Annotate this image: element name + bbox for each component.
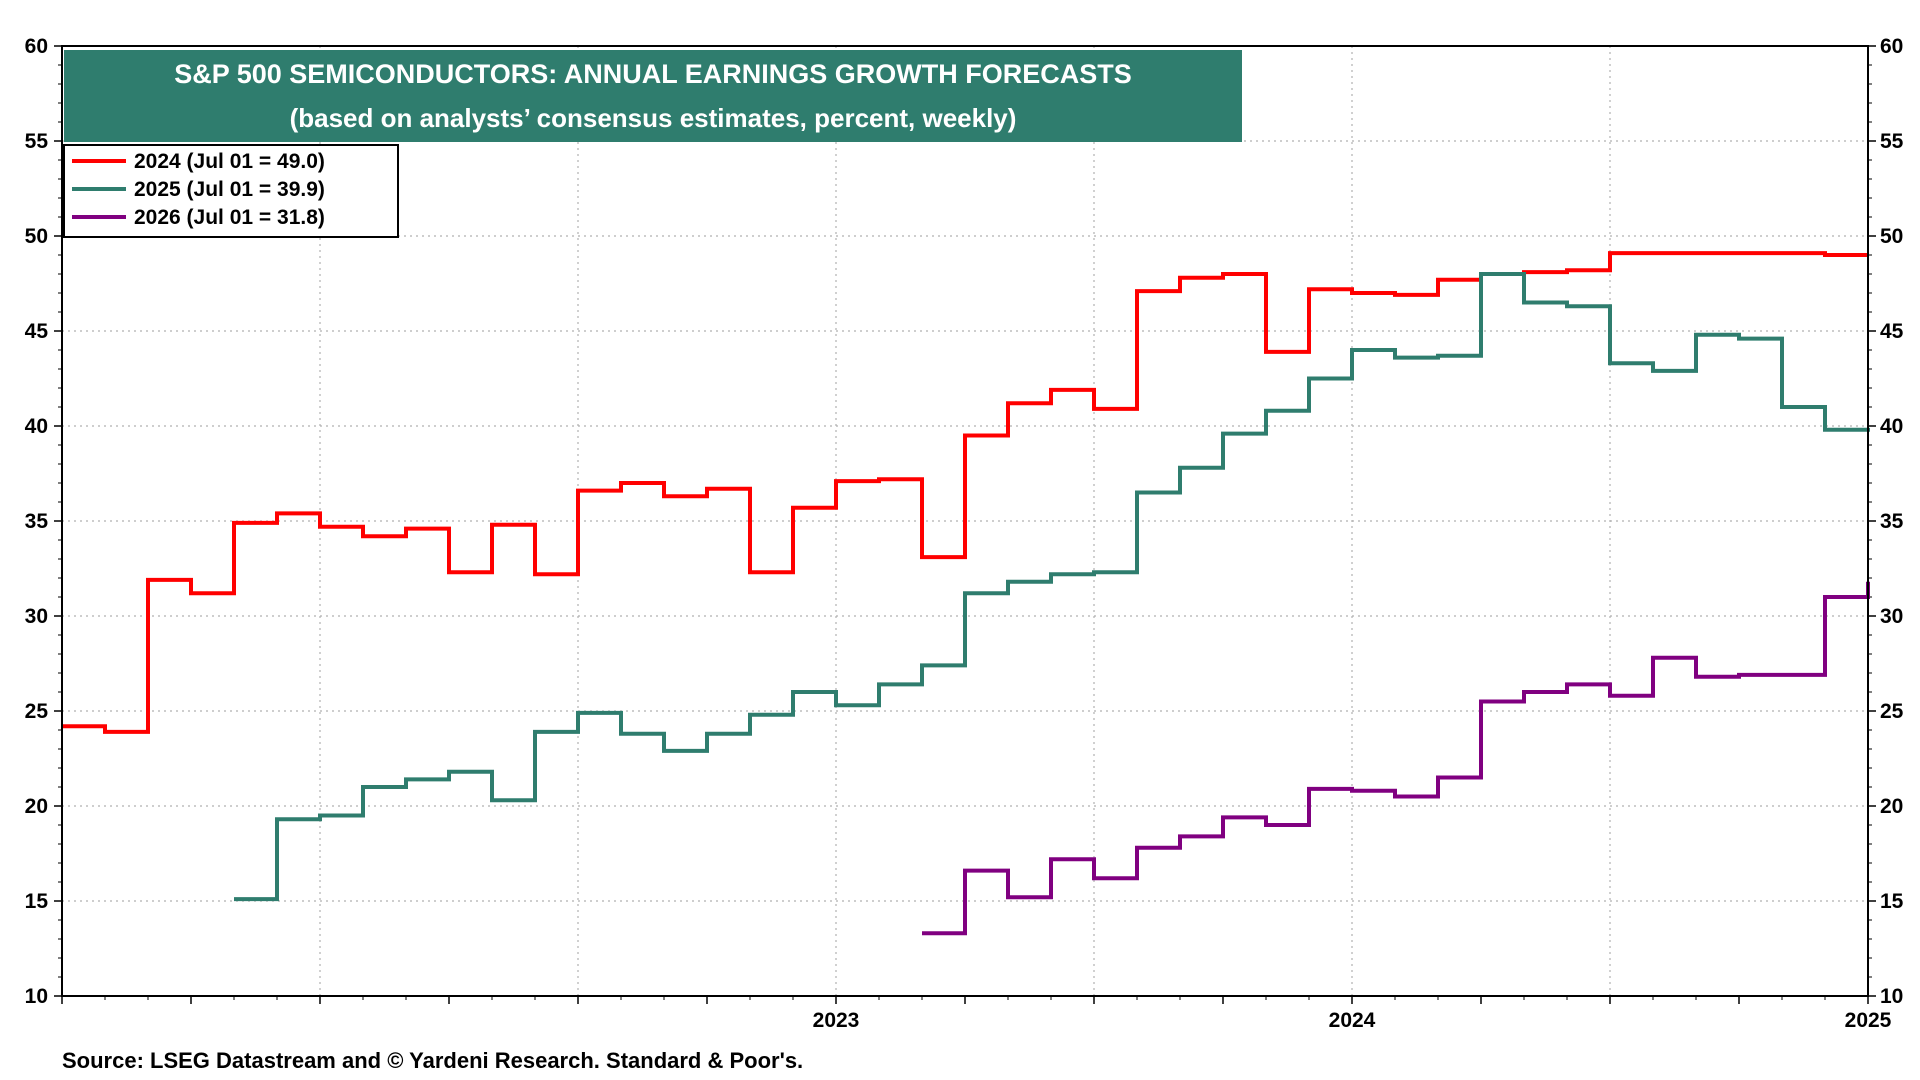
- legend-label-2024: 2024 (Jul 01 = 49.0): [134, 150, 325, 173]
- y-tick-label-left: 25: [25, 700, 49, 723]
- y-tick-label-right: 40: [1880, 415, 1903, 438]
- y-tick-label-right: 60: [1880, 35, 1903, 58]
- y-tick-label-right: 45: [1880, 320, 1904, 343]
- y-tick-label-right: 50: [1880, 225, 1903, 248]
- y-tick-label-right: 30: [1880, 605, 1903, 628]
- y-tick-label-left: 10: [25, 985, 48, 1008]
- y-tick-label-right: 35: [1880, 510, 1904, 533]
- source-note: Source: LSEG Datastream and © Yardeni Re…: [62, 1048, 803, 1073]
- y-axis-right: 10 15 20 25 30 35 40 45 50 55 60: [1880, 35, 1904, 1008]
- y-tick-label-right: 55: [1880, 130, 1904, 153]
- series-line-2025: [234, 272, 1870, 902]
- x-tick-label: 2023: [813, 1009, 860, 1032]
- y-tick-label-right: 10: [1880, 985, 1903, 1008]
- legend-label-2026: 2026 (Jul 01 = 31.8): [134, 206, 325, 229]
- chart-subtitle: (based on analysts’ consensus estimates,…: [290, 103, 1017, 133]
- y-tick-label-left: 20: [25, 795, 48, 818]
- y-tick-label-left: 50: [25, 225, 48, 248]
- title-box: S&P 500 SEMICONDUCTORS: ANNUAL EARNINGS …: [64, 50, 1242, 142]
- y-tick-label-left: 60: [25, 35, 48, 58]
- y-tick-label-right: 15: [1880, 890, 1904, 913]
- y-tick-label-left: 55: [25, 130, 49, 153]
- series-line-2026: [922, 581, 1870, 936]
- y-tick-label-left: 45: [25, 320, 49, 343]
- x-axis: 2023 2024 2025: [813, 1009, 1892, 1032]
- series-lines: [62, 251, 1870, 936]
- y-tick-label-left: 30: [25, 605, 48, 628]
- plot-frame: [61, 45, 1869, 997]
- y-tick-label-left: 35: [25, 510, 49, 533]
- y-axis-left: 10 15 20 25 30 35 40 45 50 55 60: [25, 35, 49, 1008]
- chart-title: S&P 500 SEMICONDUCTORS: ANNUAL EARNINGS …: [174, 59, 1132, 89]
- x-tick-label: 2024: [1329, 1009, 1376, 1032]
- y-tick-label-left: 40: [25, 415, 48, 438]
- y-tick-label-left: 15: [25, 890, 49, 913]
- y-tick-label-right: 20: [1880, 795, 1903, 818]
- legend: 2024 (Jul 01 = 49.0) 2025 (Jul 01 = 39.9…: [63, 144, 399, 238]
- y-tick-label-right: 25: [1880, 700, 1904, 723]
- x-tick-label: 2025: [1845, 1009, 1892, 1032]
- legend-label-2025: 2025 (Jul 01 = 39.9): [134, 178, 325, 201]
